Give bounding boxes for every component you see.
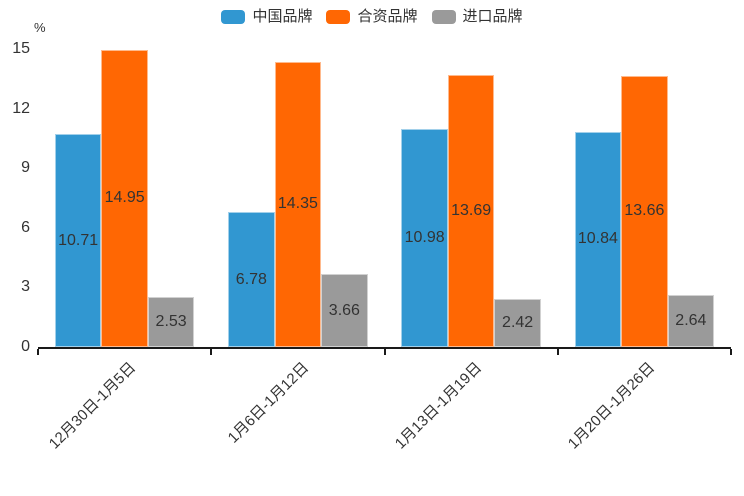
bar[interactable]	[621, 75, 668, 347]
x-axis-tick	[210, 349, 213, 355]
bar[interactable]	[147, 296, 195, 347]
bar[interactable]	[101, 49, 148, 347]
x-axis-line	[38, 347, 731, 349]
x-axis-tick	[730, 349, 732, 355]
y-axis-tick-label: 12	[12, 99, 30, 117]
bar[interactable]	[574, 131, 622, 347]
y-axis-tick-label: 6	[21, 218, 30, 236]
bar[interactable]	[494, 298, 541, 347]
legend-label: 中国品牌	[252, 8, 313, 25]
bar[interactable]	[447, 75, 495, 347]
bar[interactable]	[401, 128, 448, 347]
legend-item-china-brand[interactable]: 中国品牌	[221, 8, 312, 26]
bar[interactable]	[274, 61, 322, 347]
legend-label: 进口品牌	[462, 8, 523, 25]
y-axis-tick-label: 3	[21, 278, 30, 296]
y-axis-tick-label: 9	[21, 159, 30, 177]
bar[interactable]	[54, 134, 102, 347]
legend-item-import-brand[interactable]: 进口品牌	[431, 8, 523, 26]
x-axis-tick	[556, 349, 559, 355]
y-axis-tick-label: 15	[12, 40, 30, 57]
x-axis-category-label: 1月20日-1月26日	[565, 359, 659, 453]
legend-item-joint-venture-brand[interactable]: 合资品牌	[326, 8, 418, 26]
legend-swatch-icon	[326, 10, 351, 24]
y-axis-unit-label: %	[34, 20, 46, 35]
legend-swatch-icon	[431, 10, 456, 24]
x-axis-category-label: 1月13日-1月19日	[391, 359, 486, 453]
legend-swatch-icon	[221, 10, 246, 24]
x-axis-category-label: 12月30日-1月5日	[45, 359, 139, 453]
y-axis-tick-label: 0	[21, 338, 30, 355]
chart-legend: 中国品牌 合资品牌 进口品牌	[0, 8, 744, 26]
legend-label: 合资品牌	[357, 8, 418, 25]
x-axis-category-label: 1月6日-1月12日	[224, 359, 313, 447]
bar[interactable]	[228, 212, 275, 347]
bar[interactable]	[321, 274, 368, 347]
x-axis-tick	[37, 349, 39, 355]
x-axis-tick	[383, 349, 386, 355]
bar[interactable]	[667, 294, 715, 347]
